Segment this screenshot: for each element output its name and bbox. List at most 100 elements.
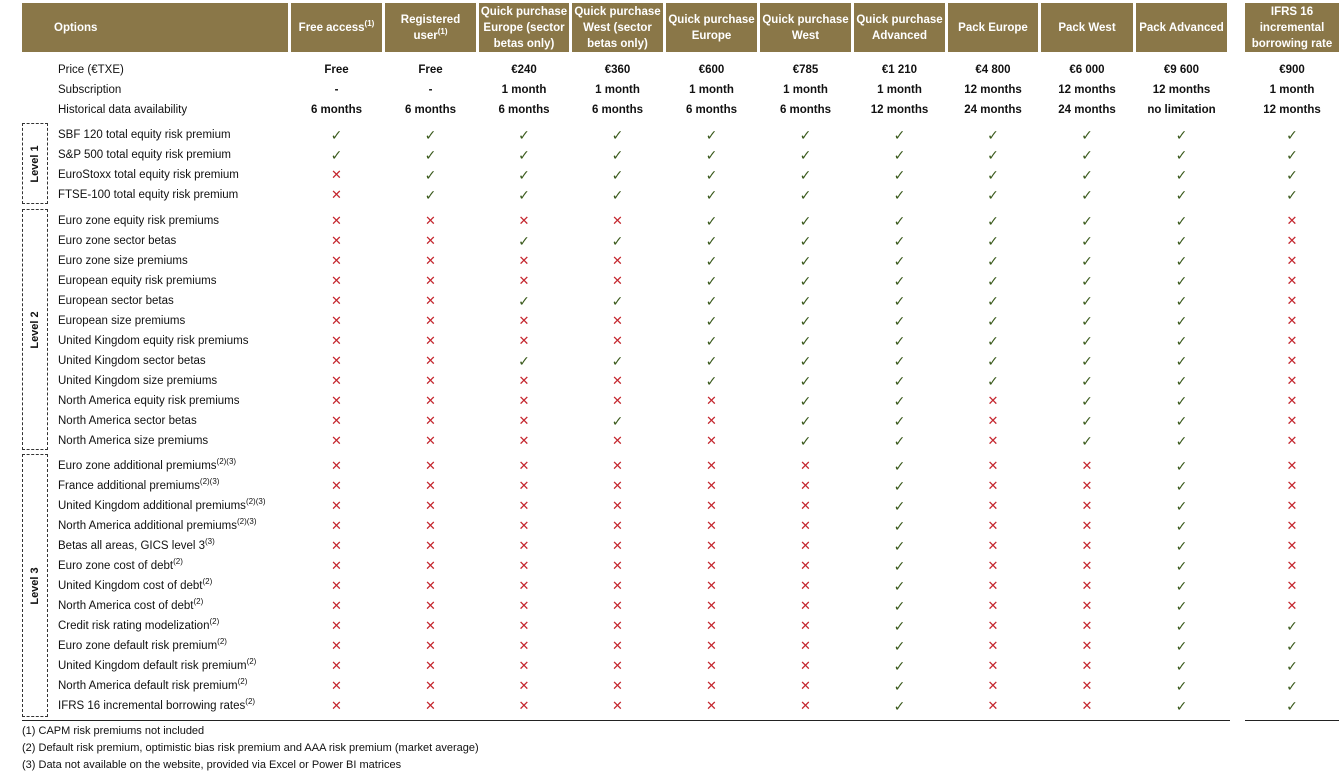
check-icon: ✓ (705, 353, 718, 369)
feature-name: S&P 500 total equity risk premium (58, 149, 232, 161)
check-icon: ✓ (1175, 167, 1188, 183)
column-header-text: Quick purchase Europe (sector betas only… (479, 4, 569, 52)
check-icon: ✓ (424, 127, 437, 143)
cross-icon: ✕ (706, 598, 717, 613)
check-icon: ✓ (987, 233, 999, 249)
feature-name: IFRS 16 incremental borrowing rates (58, 700, 246, 712)
check-icon: ✓ (1286, 698, 1298, 714)
cross-icon: ✕ (1286, 253, 1298, 268)
check-icon: ✓ (1081, 373, 1093, 389)
cross-icon: ✕ (425, 313, 436, 328)
cross-icon: ✕ (425, 293, 436, 308)
check-icon: ✓ (1286, 638, 1298, 654)
cross-icon: ✕ (425, 518, 436, 533)
cross-icon: ✕ (331, 233, 342, 248)
cross-icon: ✕ (518, 518, 530, 533)
footnote-ref: (1) (437, 26, 448, 36)
check-icon: ✓ (893, 333, 906, 349)
cross-icon: ✕ (331, 333, 342, 348)
cross-icon: ✕ (612, 498, 623, 513)
feature-row-label: Euro zone default risk premium(2) (58, 636, 227, 656)
check-icon: ✓ (611, 127, 624, 143)
check-icon: ✓ (893, 147, 906, 163)
check-icon: ✓ (1175, 598, 1188, 614)
check-icon: ✓ (1286, 187, 1298, 203)
footnote-ref: (2)(3) (216, 457, 237, 467)
info-cell: 12 months (1058, 84, 1116, 96)
column-header-label: Quick purchase Europe (668, 13, 755, 42)
info-cell: €6 000 (1069, 64, 1105, 76)
check-icon: ✓ (893, 353, 906, 369)
check-icon: ✓ (893, 233, 906, 249)
check-icon: ✓ (1081, 353, 1093, 369)
feature-name: Euro zone size premiums (58, 255, 188, 267)
check-icon: ✓ (1175, 558, 1188, 574)
cross-icon: ✕ (518, 618, 530, 633)
cross-icon: ✕ (1286, 598, 1298, 613)
cross-icon: ✕ (612, 678, 623, 693)
info-cell: 1 month (783, 84, 828, 96)
info-row-label: Price (€TXE) (58, 60, 124, 80)
cross-icon: ✕ (987, 538, 999, 553)
check-icon: ✓ (799, 167, 812, 183)
footnote-ref: (2) (246, 657, 257, 667)
cross-icon: ✕ (800, 618, 811, 633)
cross-icon: ✕ (612, 698, 623, 713)
cross-icon: ✕ (612, 538, 623, 553)
cross-icon: ✕ (987, 478, 999, 493)
column-header-label: Registered user (400, 13, 461, 42)
cross-icon: ✕ (706, 558, 717, 573)
cross-icon: ✕ (1286, 373, 1298, 388)
footnote-ref: (2) (173, 557, 183, 567)
cross-icon: ✕ (1286, 393, 1298, 408)
cross-icon: ✕ (1286, 518, 1298, 533)
check-icon: ✓ (330, 127, 343, 143)
check-icon: ✓ (893, 578, 906, 594)
footnote-ref: (2)(3) (236, 517, 257, 527)
cross-icon: ✕ (1286, 458, 1298, 473)
check-icon: ✓ (799, 433, 812, 449)
cross-icon: ✕ (800, 538, 811, 553)
cross-icon: ✕ (612, 658, 623, 673)
info-cell: 12 months (1152, 84, 1211, 96)
feature-name: North America sector betas (58, 415, 197, 427)
check-icon: ✓ (1286, 658, 1298, 674)
info-cell: €240 (511, 64, 537, 76)
info-cell: €785 (792, 64, 819, 76)
cross-icon: ✕ (1286, 498, 1298, 513)
check-icon: ✓ (893, 518, 906, 534)
check-icon: ✓ (1175, 538, 1188, 554)
feature-row-label: FTSE-100 total equity risk premium (58, 185, 238, 205)
check-icon: ✓ (1175, 373, 1188, 389)
cross-icon: ✕ (331, 498, 342, 513)
info-cell: 1 month (1269, 84, 1315, 96)
check-icon: ✓ (1175, 253, 1188, 269)
cross-icon: ✕ (425, 233, 436, 248)
info-row-label-text: Subscription (58, 84, 122, 96)
check-icon: ✓ (987, 373, 999, 389)
cross-icon: ✕ (987, 393, 999, 408)
cross-icon: ✕ (331, 353, 342, 368)
cross-icon: ✕ (331, 638, 342, 653)
cross-icon: ✕ (331, 393, 342, 408)
cross-icon: ✕ (706, 518, 717, 533)
footnote-ref: (1) (364, 18, 375, 28)
column-header: Registered user(1) (385, 3, 476, 52)
cross-icon: ✕ (706, 498, 717, 513)
table-bottom-rule (22, 720, 1230, 721)
info-cell: €900 (1279, 64, 1305, 76)
footnote-ref: (3) (205, 537, 215, 547)
check-icon: ✓ (893, 273, 906, 289)
cross-icon: ✕ (331, 273, 342, 288)
feature-name: North America equity risk premiums (58, 395, 240, 407)
cross-icon: ✕ (800, 578, 811, 593)
check-icon: ✓ (1175, 578, 1188, 594)
check-icon: ✓ (799, 293, 812, 309)
cross-icon: ✕ (331, 558, 342, 573)
check-icon: ✓ (1175, 698, 1188, 714)
cross-icon: ✕ (1081, 678, 1093, 693)
check-icon: ✓ (799, 253, 812, 269)
cross-icon: ✕ (518, 638, 530, 653)
check-icon: ✓ (893, 293, 906, 309)
cross-icon: ✕ (1081, 598, 1093, 613)
